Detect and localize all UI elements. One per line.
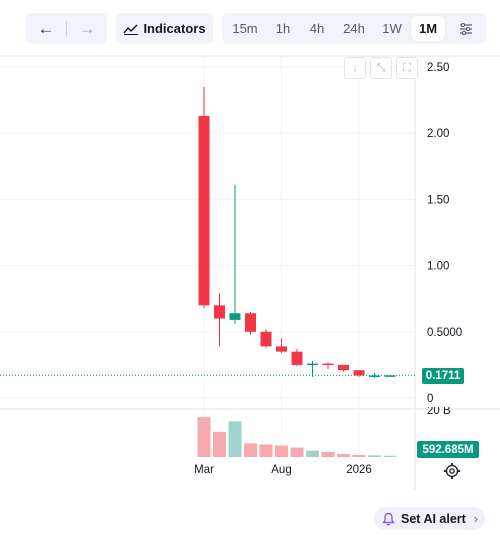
volume-bar bbox=[259, 444, 273, 457]
candle-body bbox=[229, 313, 241, 320]
navigation-group: ← → bbox=[26, 13, 107, 44]
volume-scale-label: 20 B bbox=[427, 407, 451, 417]
timeframe-selector: 15m 1h 4h 24h 1W 1M bbox=[222, 13, 486, 44]
time-tick-label: Mar bbox=[194, 464, 214, 476]
price-tick-label: 1.00 bbox=[427, 261, 449, 273]
time-tick-label: 2026 bbox=[346, 464, 372, 476]
candle-body bbox=[245, 313, 256, 332]
volume-bar bbox=[337, 453, 350, 457]
volume-bar bbox=[352, 454, 366, 457]
last-price-label: 0.1711 bbox=[422, 368, 464, 384]
timeframe-1h[interactable]: 1h bbox=[275, 21, 291, 36]
chevron-right-icon: › bbox=[473, 511, 479, 526]
candle-body bbox=[353, 370, 365, 376]
candle-body bbox=[291, 351, 303, 365]
indicators-icon bbox=[123, 24, 139, 35]
indicators-button[interactable]: Indicators bbox=[116, 13, 213, 44]
volume-bar bbox=[290, 447, 304, 457]
scroll-down-icon[interactable]: ↓ bbox=[344, 57, 366, 79]
candle-body bbox=[384, 375, 396, 377]
volume-bar bbox=[275, 445, 288, 457]
volume-bar bbox=[244, 443, 257, 457]
last-volume-label: 592.685M bbox=[417, 441, 479, 458]
volume-bar bbox=[228, 421, 242, 457]
volume-bar bbox=[213, 431, 226, 457]
volume-bar bbox=[368, 455, 381, 457]
back-arrow-icon[interactable]: ← bbox=[37, 18, 55, 38]
candle-body bbox=[322, 363, 334, 366]
timeframe-1w[interactable]: 1W bbox=[382, 21, 402, 36]
candle-body bbox=[307, 363, 318, 366]
price-tick-label: 0 bbox=[427, 393, 433, 405]
price-tick-label: 2.00 bbox=[427, 128, 449, 140]
volume-bar bbox=[321, 451, 335, 457]
set-ai-alert-button[interactable]: Set AI alert › bbox=[374, 507, 485, 530]
timeframe-1m[interactable]: 1M bbox=[411, 16, 445, 41]
set-ai-alert-label: Set AI alert bbox=[401, 511, 466, 526]
volume-bar bbox=[197, 417, 211, 457]
price-tick-label: 1.50 bbox=[427, 194, 449, 206]
candle-body bbox=[338, 364, 349, 371]
price-tick-label: 0.5000 bbox=[427, 327, 462, 339]
divider bbox=[66, 21, 67, 36]
chart-settings-icon[interactable] bbox=[452, 16, 480, 41]
bell-icon bbox=[382, 512, 395, 525]
timeframe-24h[interactable]: 24h bbox=[343, 21, 365, 36]
candle-body bbox=[276, 346, 287, 352]
indicators-label: Indicators bbox=[143, 21, 206, 36]
price-tick-label: 2.50 bbox=[427, 62, 449, 74]
chart-toolbar: ← → Indicators 15m 1h 4h 24h 1W 1M bbox=[0, 0, 500, 56]
time-tick-label: Aug bbox=[271, 464, 291, 476]
timeframe-15m[interactable]: 15m bbox=[232, 21, 258, 36]
candle-body bbox=[369, 375, 380, 377]
gear-icon[interactable] bbox=[443, 462, 461, 480]
collapse-icon[interactable]: ⤡ bbox=[370, 57, 392, 79]
candle-body bbox=[260, 331, 272, 347]
candle-body bbox=[214, 305, 225, 319]
timeframe-4h[interactable]: 4h bbox=[309, 21, 325, 36]
volume-bar bbox=[383, 455, 397, 457]
forward-arrow-icon[interactable]: → bbox=[78, 18, 96, 38]
candle-body bbox=[198, 115, 210, 306]
fullscreen-icon[interactable]: ⛶ bbox=[396, 57, 418, 79]
volume-bar bbox=[306, 450, 319, 457]
